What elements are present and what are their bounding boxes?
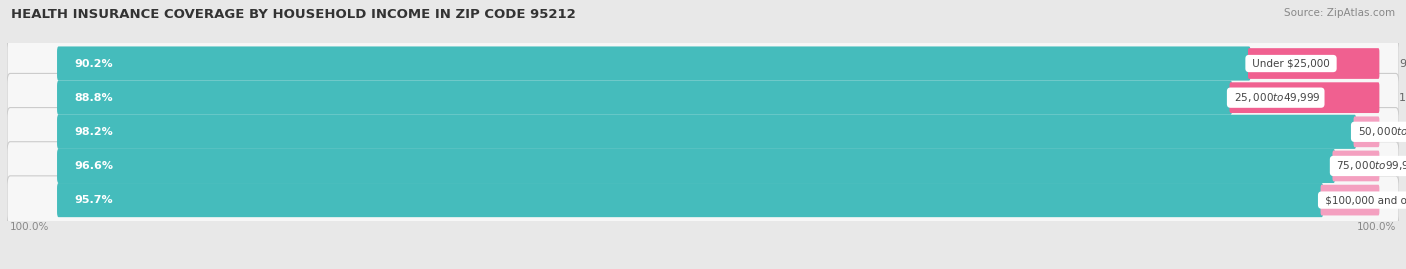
Text: 1.8%: 1.8% — [1399, 127, 1406, 137]
Text: 11.2%: 11.2% — [1399, 93, 1406, 103]
Text: 100.0%: 100.0% — [1357, 222, 1396, 232]
FancyBboxPatch shape — [7, 73, 1399, 122]
Text: $25,000 to $49,999: $25,000 to $49,999 — [1230, 91, 1320, 104]
Text: $75,000 to $99,999: $75,000 to $99,999 — [1333, 160, 1406, 172]
FancyBboxPatch shape — [7, 176, 1399, 224]
Text: HEALTH INSURANCE COVERAGE BY HOUSEHOLD INCOME IN ZIP CODE 95212: HEALTH INSURANCE COVERAGE BY HOUSEHOLD I… — [11, 8, 576, 21]
Text: 4.3%: 4.3% — [1399, 195, 1406, 205]
FancyBboxPatch shape — [1354, 116, 1379, 147]
Text: 9.8%: 9.8% — [1399, 59, 1406, 69]
FancyBboxPatch shape — [58, 47, 1250, 81]
FancyBboxPatch shape — [58, 81, 1232, 115]
FancyBboxPatch shape — [7, 39, 1399, 88]
FancyBboxPatch shape — [1249, 48, 1379, 79]
Text: $100,000 and over: $100,000 and over — [1322, 195, 1406, 205]
Text: 88.8%: 88.8% — [75, 93, 112, 103]
Text: 90.2%: 90.2% — [75, 59, 112, 69]
Text: Under $25,000: Under $25,000 — [1249, 59, 1333, 69]
Text: 95.7%: 95.7% — [75, 195, 112, 205]
FancyBboxPatch shape — [58, 183, 1323, 217]
FancyBboxPatch shape — [1333, 151, 1379, 181]
Text: 3.4%: 3.4% — [1399, 161, 1406, 171]
FancyBboxPatch shape — [1229, 82, 1379, 113]
FancyBboxPatch shape — [1320, 185, 1379, 215]
Text: 100.0%: 100.0% — [10, 222, 49, 232]
Text: 96.6%: 96.6% — [75, 161, 112, 171]
FancyBboxPatch shape — [7, 142, 1399, 190]
FancyBboxPatch shape — [58, 115, 1357, 149]
Text: Source: ZipAtlas.com: Source: ZipAtlas.com — [1284, 8, 1395, 18]
FancyBboxPatch shape — [58, 149, 1336, 183]
Text: 98.2%: 98.2% — [75, 127, 112, 137]
FancyBboxPatch shape — [7, 108, 1399, 156]
Text: $50,000 to $74,999: $50,000 to $74,999 — [1354, 125, 1406, 138]
